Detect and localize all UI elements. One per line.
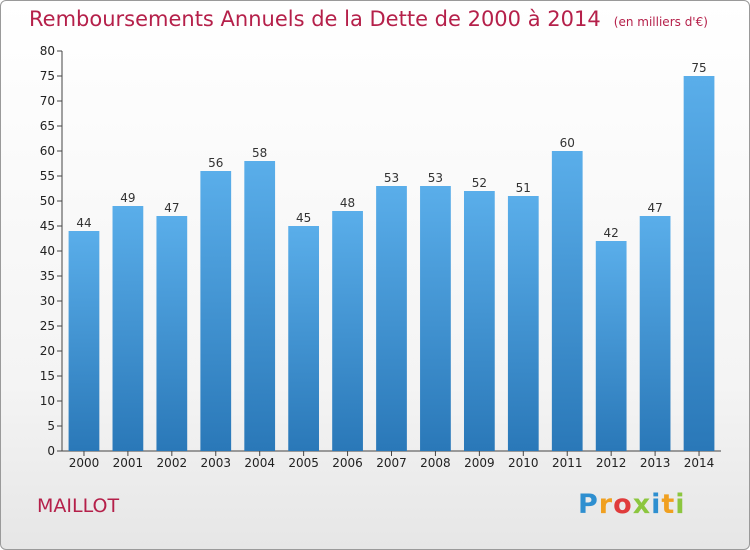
bar-value-label: 56 (208, 156, 223, 170)
y-tick-label: 20 (40, 344, 55, 358)
bar-value-label: 48 (340, 196, 355, 210)
y-tick-label: 0 (47, 444, 55, 458)
bar-2004 (244, 161, 276, 451)
x-tick-label: 2013 (640, 456, 671, 470)
x-tick-label: 2005 (288, 456, 319, 470)
proxiti-logo[interactable]: Proxiti (578, 489, 686, 520)
x-tick-label: 2014 (684, 456, 715, 470)
bar-2006 (332, 211, 363, 451)
bar-2010 (507, 196, 539, 451)
x-tick-label: 2007 (376, 456, 407, 470)
bar-value-label: 51 (516, 181, 531, 195)
bar-2003 (200, 171, 232, 451)
y-tick-label: 80 (40, 44, 55, 58)
chart-title-row: Remboursements Annuels de la Dette de 20… (29, 7, 708, 31)
bar-2014 (683, 76, 715, 451)
x-tick-label: 2006 (332, 456, 363, 470)
x-tick-label: 2008 (420, 456, 451, 470)
x-tick-label: 2000 (69, 456, 100, 470)
bar-value-label: 47 (647, 201, 662, 215)
x-tick-label: 2002 (157, 456, 188, 470)
y-tick-label: 70 (40, 94, 55, 108)
x-tick-label: 2001 (113, 456, 144, 470)
logo-letter: o (613, 489, 633, 520)
chart-bars (68, 76, 715, 451)
chart-unit: (en milliers d'€) (613, 15, 708, 29)
bar-2009 (463, 191, 495, 451)
bar-value-label: 53 (384, 171, 399, 185)
bar-2013 (639, 216, 671, 451)
logo-letter: t (661, 489, 676, 520)
y-tick-label: 40 (40, 244, 55, 258)
chart-labels: 44 49 47 56 58 45 48 53 53 52 51 60 42 47 75 (76, 61, 706, 240)
bar-value-label: 60 (560, 136, 575, 150)
bar-2005 (288, 226, 320, 451)
logo-letter: r (598, 489, 614, 520)
y-tick-label: 10 (40, 394, 55, 408)
y-tick-label: 30 (40, 294, 55, 308)
y-tick-label: 75 (40, 69, 55, 83)
city-name: MAILLOT (37, 495, 120, 517)
x-tick-label: 2009 (464, 456, 495, 470)
bar-2012 (595, 241, 627, 451)
logo-letter: x (632, 489, 652, 520)
bar-value-label: 42 (604, 226, 619, 240)
bar-value-label: 53 (428, 171, 443, 185)
y-tick-label: 50 (40, 194, 55, 208)
bar-2001 (112, 206, 144, 451)
x-tick-label: 2012 (596, 456, 627, 470)
bar-value-label: 75 (691, 61, 706, 75)
bar-2008 (420, 186, 451, 451)
y-tick-label: 25 (40, 319, 55, 333)
x-tick-label: 2010 (508, 456, 539, 470)
bar-2000 (68, 231, 100, 451)
bar-value-label: 44 (76, 216, 91, 230)
logo-letter: P (578, 489, 599, 520)
bar-2002 (156, 216, 188, 451)
logo-letter: i (675, 489, 686, 520)
bar-2007 (376, 186, 407, 451)
chart-axes: 0 5 10 15 20 25 30 35 40 45 50 55 60 65 70 75 80 2000 2001… (40, 44, 721, 470)
y-tick-label: 60 (40, 144, 55, 158)
logo-letter: i (651, 489, 662, 520)
bar-value-label: 47 (164, 201, 179, 215)
bar-value-label: 52 (472, 176, 487, 190)
y-tick-label: 55 (40, 169, 55, 183)
bar-value-label: 49 (120, 191, 135, 205)
bar-2011 (551, 151, 583, 451)
x-tick-label: 2004 (244, 456, 275, 470)
x-tick-label: 2003 (200, 456, 231, 470)
y-tick-label: 65 (40, 119, 55, 133)
y-tick-label: 15 (40, 369, 55, 383)
x-tick-label: 2011 (552, 456, 583, 470)
bar-value-label: 45 (296, 211, 311, 225)
y-tick-label: 35 (40, 269, 55, 283)
y-tick-label: 5 (47, 419, 55, 433)
y-tick-label: 45 (40, 219, 55, 233)
chart-title: Remboursements Annuels de la Dette de 20… (29, 7, 601, 31)
bar-value-label: 58 (252, 146, 267, 160)
